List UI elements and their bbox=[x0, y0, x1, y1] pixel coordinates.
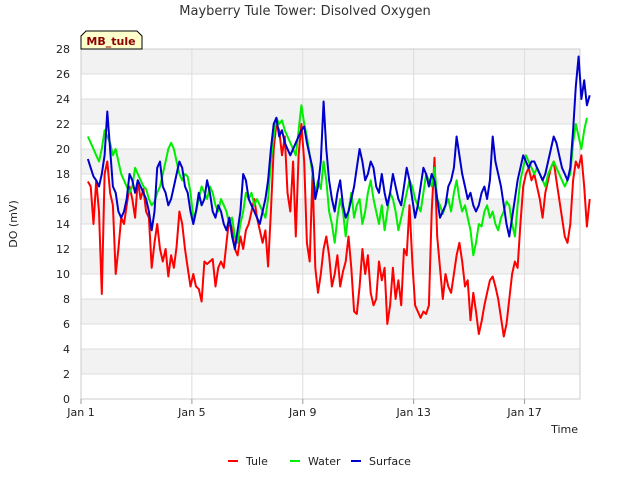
y-tick-label: 26 bbox=[56, 68, 70, 81]
y-tick-label: 6 bbox=[63, 318, 70, 331]
y-tick-label: 16 bbox=[56, 193, 70, 206]
grid-band bbox=[81, 99, 580, 124]
legend: Tule Water Surface bbox=[228, 455, 411, 468]
x-tick-label: Jan 5 bbox=[177, 406, 205, 419]
grid-band bbox=[81, 349, 580, 374]
series-line-surface bbox=[86, 55, 591, 250]
y-tick-label: 18 bbox=[56, 168, 70, 181]
x-tick-label: Jan 9 bbox=[288, 406, 316, 419]
legend-label-water: Water bbox=[308, 455, 341, 468]
grid-band bbox=[81, 149, 580, 174]
y-tick-label: 2 bbox=[63, 368, 70, 381]
x-axis-title: Time bbox=[550, 423, 578, 436]
y-tick-label: 0 bbox=[63, 393, 70, 406]
x-tick-label: Jan 1 bbox=[66, 406, 94, 419]
series-line-tule bbox=[87, 123, 591, 338]
x-tick-label: Jan 17 bbox=[506, 406, 541, 419]
legend-label-tule: Tule bbox=[245, 455, 268, 468]
legend-label-surface: Surface bbox=[369, 455, 411, 468]
y-tick-label: 8 bbox=[63, 293, 70, 306]
x-tick-label: Jan 13 bbox=[395, 406, 430, 419]
y-tick-label: 28 bbox=[56, 43, 70, 56]
y-tick-label: 4 bbox=[63, 343, 70, 356]
grid-band bbox=[81, 299, 580, 324]
y-tick-label: 14 bbox=[56, 218, 70, 231]
station-label-box bbox=[80, 30, 143, 50]
y-tick-label: 10 bbox=[56, 268, 70, 281]
y-axis-title: DO (mV) bbox=[7, 200, 20, 247]
y-tick-label: 20 bbox=[56, 143, 70, 156]
station-label-text: MB_tule bbox=[86, 35, 135, 48]
y-tick-label: 12 bbox=[56, 243, 70, 256]
y-tick-label: 24 bbox=[56, 93, 70, 106]
station-label: MB_tule bbox=[80, 30, 143, 50]
y-tick-label: 22 bbox=[56, 118, 70, 131]
grid-band bbox=[81, 49, 580, 74]
chart-title: Mayberry Tule Tower: Disolved Oxygen bbox=[179, 4, 430, 19]
plot-frame bbox=[80, 48, 581, 400]
